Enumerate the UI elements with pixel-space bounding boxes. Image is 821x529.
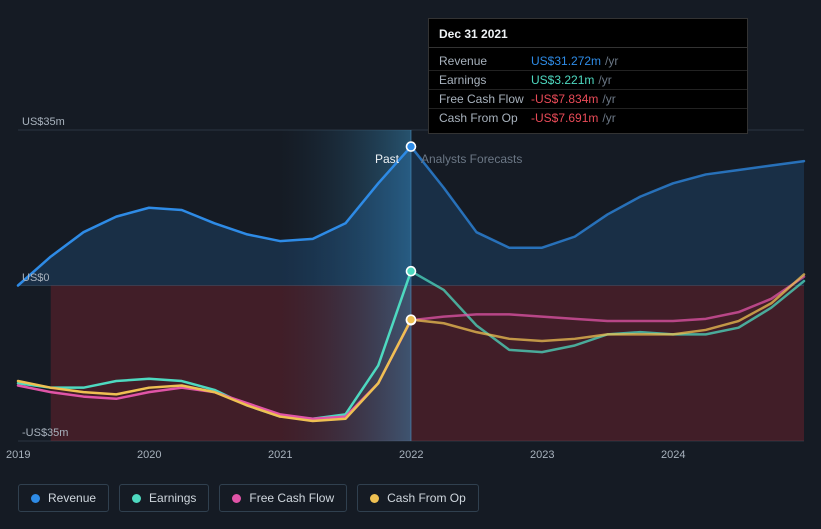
legend-item-fcf[interactable]: Free Cash Flow xyxy=(219,484,347,512)
x-axis-label: 2023 xyxy=(530,449,554,461)
tooltip-row-label: Revenue xyxy=(439,54,531,68)
tooltip-row-unit: /yr xyxy=(602,92,615,106)
tooltip-row-label: Free Cash Flow xyxy=(439,92,531,106)
tooltip-row-value: -US$7.691m xyxy=(531,111,598,125)
tooltip-row-value: US$31.272m xyxy=(531,54,601,68)
tooltip-row: Free Cash Flow-US$7.834m/yr xyxy=(429,90,747,109)
forecast-label: Analysts Forecasts xyxy=(421,152,522,166)
tooltip-row-value: US$3.221m xyxy=(531,73,594,87)
x-axis-label: 2020 xyxy=(137,449,161,461)
y-axis-label: US$0 xyxy=(22,272,50,284)
legend-item-revenue[interactable]: Revenue xyxy=(18,484,109,512)
tooltip-date: Dec 31 2021 xyxy=(429,25,747,48)
x-axis-label: 2019 xyxy=(6,449,30,461)
tooltip-row: Cash From Op-US$7.691m/yr xyxy=(429,109,747,127)
legend-label: Earnings xyxy=(149,491,196,505)
legend-label: Revenue xyxy=(48,491,96,505)
legend-swatch xyxy=(132,494,141,503)
tooltip-row: EarningsUS$3.221m/yr xyxy=(429,71,747,90)
tooltip-row-unit: /yr xyxy=(602,111,615,125)
y-axis-label: US$35m xyxy=(22,116,65,128)
legend-label: Free Cash Flow xyxy=(249,491,334,505)
tooltip-row: RevenueUS$31.272m/yr xyxy=(429,52,747,71)
y-axis-label: -US$35m xyxy=(22,427,68,439)
tooltip-row-unit: /yr xyxy=(605,54,618,68)
legend-item-cfo[interactable]: Cash From Op xyxy=(357,484,479,512)
tooltip-row-unit: /yr xyxy=(598,73,611,87)
tooltip-row-label: Earnings xyxy=(439,73,531,87)
tooltip-row-value: -US$7.834m xyxy=(531,92,598,106)
legend-swatch xyxy=(370,494,379,503)
legend-item-earnings[interactable]: Earnings xyxy=(119,484,209,512)
chart-legend: Revenue Earnings Free Cash Flow Cash From O… xyxy=(18,484,479,512)
legend-swatch xyxy=(31,494,40,503)
legend-label: Cash From Op xyxy=(387,491,466,505)
x-axis-label: 2024 xyxy=(661,449,685,461)
tooltip-row-label: Cash From Op xyxy=(439,111,531,125)
x-axis-label: 2021 xyxy=(268,449,292,461)
past-label: Past xyxy=(375,152,399,166)
x-axis-label: 2022 xyxy=(399,449,423,461)
chart-tooltip: Dec 31 2021 RevenueUS$31.272m/yrEarnings… xyxy=(428,18,748,134)
legend-swatch xyxy=(232,494,241,503)
